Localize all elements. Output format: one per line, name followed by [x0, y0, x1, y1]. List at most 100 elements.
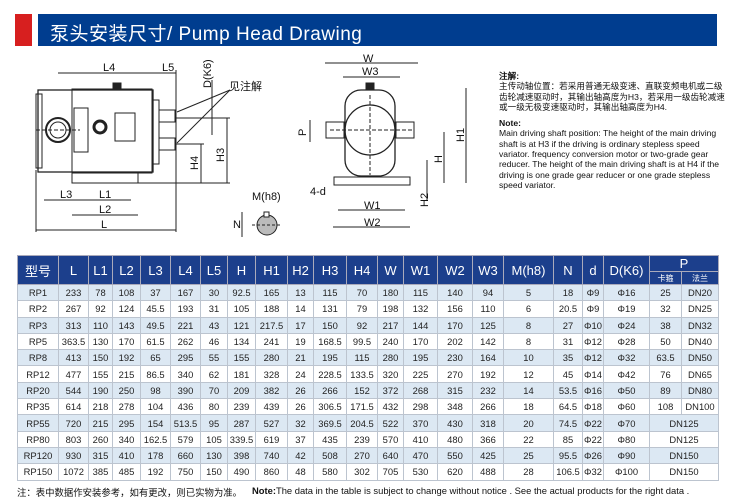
table-cell: 302 [346, 463, 378, 481]
column-header: H2 [287, 255, 314, 285]
table-cell: 95 [200, 414, 228, 432]
table-cell: 37 [287, 430, 314, 448]
table-cell: 65 [140, 349, 171, 367]
table-cell: 79 [346, 300, 378, 318]
table-cell: DN100 [680, 398, 720, 416]
table-cell: 522 [377, 414, 404, 432]
table-cell: 198 [377, 300, 404, 318]
table-cell: 232 [472, 381, 504, 400]
label-h4: H4 [189, 156, 201, 170]
table-row: RP5 363.5 130 170 61.5 262 46 134 241 19 168.5 99.5… [17, 332, 720, 351]
table-cell: 470 [403, 446, 438, 465]
table-cell: Φ9 [582, 300, 604, 318]
table-cell: 579 [170, 430, 201, 448]
table-cell: 70 [200, 381, 228, 400]
footer-note-text: The data in the table is subject to chan… [275, 485, 690, 496]
table-cell: 190 [88, 381, 113, 400]
table-cell: 62 [200, 365, 228, 383]
table-cell: DN20 [680, 283, 720, 302]
table-cell: 192 [112, 349, 141, 367]
table-cell: 295 [170, 349, 201, 367]
table-cell: 315 [88, 446, 113, 465]
table-cell: 170 [437, 316, 473, 334]
label-w1: W1 [364, 200, 381, 212]
table-cell: 49.5 [140, 316, 171, 334]
table-cell: 76 [649, 365, 682, 383]
table-cell: 150 [88, 349, 113, 367]
table-cell: DN125 [648, 430, 720, 448]
table-cell: 740 [255, 446, 288, 465]
label-l: L [101, 219, 107, 231]
table-cell: 425 [472, 446, 504, 465]
table-cell: 164 [472, 349, 504, 367]
table-cell: 70 [346, 283, 378, 302]
table-cell: 6 [503, 300, 554, 318]
table-cell: 527 [255, 414, 288, 432]
column-subheader: 法兰 [680, 271, 720, 285]
table-cell: 340 [170, 365, 201, 383]
column-header: L2 [112, 255, 141, 285]
table-cell: 94 [472, 283, 504, 302]
table-cell: 124 [112, 300, 141, 318]
table-cell: 410 [403, 430, 438, 448]
table-cell: 580 [313, 463, 347, 481]
label-l1: L1 [99, 189, 111, 201]
table-cell: 130 [200, 446, 228, 465]
table-cell: 13 [287, 283, 314, 302]
side-view [35, 70, 231, 232]
table-cell: 115 [346, 349, 378, 367]
table-cell: 48 [287, 463, 314, 481]
table-cell: 108 [649, 398, 682, 416]
table-row: RP55 720 215 295 154 513.5 95 287 527 32 369.5 204.… [17, 414, 720, 432]
table-cell: 30 [200, 283, 228, 302]
table-cell: 230 [437, 349, 473, 367]
table-cell: 74.5 [553, 414, 583, 432]
table-cell: 221 [170, 316, 201, 334]
table-cell: Φ18 [582, 398, 604, 416]
column-header: D(K6) [603, 255, 650, 285]
table-cell: 640 [377, 446, 404, 465]
table-cell: 31 [200, 300, 228, 318]
table-cell: 485 [112, 463, 141, 481]
model-cell: RP55 [17, 414, 59, 432]
table-cell: 5 [503, 283, 554, 302]
table-cell: 508 [313, 446, 347, 465]
column-header: W [377, 255, 404, 285]
table-cell: 280 [377, 349, 404, 367]
table-cell: Φ28 [603, 332, 650, 351]
table-cell: 167 [170, 283, 201, 302]
table-cell: 43 [200, 316, 228, 334]
table-cell: 250 [112, 381, 141, 400]
label-m-h8: M(h8) [252, 191, 281, 203]
column-header: 型号 [17, 255, 59, 285]
table-cell: 140 [437, 283, 473, 302]
table-cell: 95.5 [553, 446, 583, 465]
table-cell: 385 [88, 463, 113, 481]
table-cell: 225 [403, 365, 438, 383]
table-cell: 204.5 [346, 414, 378, 432]
table-cell: 143 [112, 316, 141, 334]
table-cell: 348 [437, 398, 473, 416]
table-cell: 18 [503, 398, 554, 416]
table-cell: DN40 [680, 332, 720, 351]
table-cell: 217.5 [255, 316, 288, 334]
table-cell: 18 [553, 283, 583, 302]
model-cell: RP5 [17, 332, 59, 351]
table-cell: 340 [112, 430, 141, 448]
table-cell: 156 [437, 300, 473, 318]
column-header: W1 [403, 255, 438, 285]
table-cell: 98 [140, 381, 171, 400]
table-cell: 19 [287, 332, 314, 351]
table-cell: 61.5 [140, 332, 171, 351]
label-l3: L3 [60, 189, 72, 201]
front-view [309, 62, 467, 228]
table-cell: 92 [346, 316, 378, 334]
label-h2: H2 [419, 193, 431, 207]
table-cell: 390 [170, 381, 201, 400]
table-cell: 14 [287, 300, 314, 318]
notes-cn-heading: 注解: [499, 71, 520, 81]
table-cell: Φ70 [603, 414, 650, 432]
label-h: H [433, 155, 445, 163]
table-cell: 38 [649, 316, 682, 334]
